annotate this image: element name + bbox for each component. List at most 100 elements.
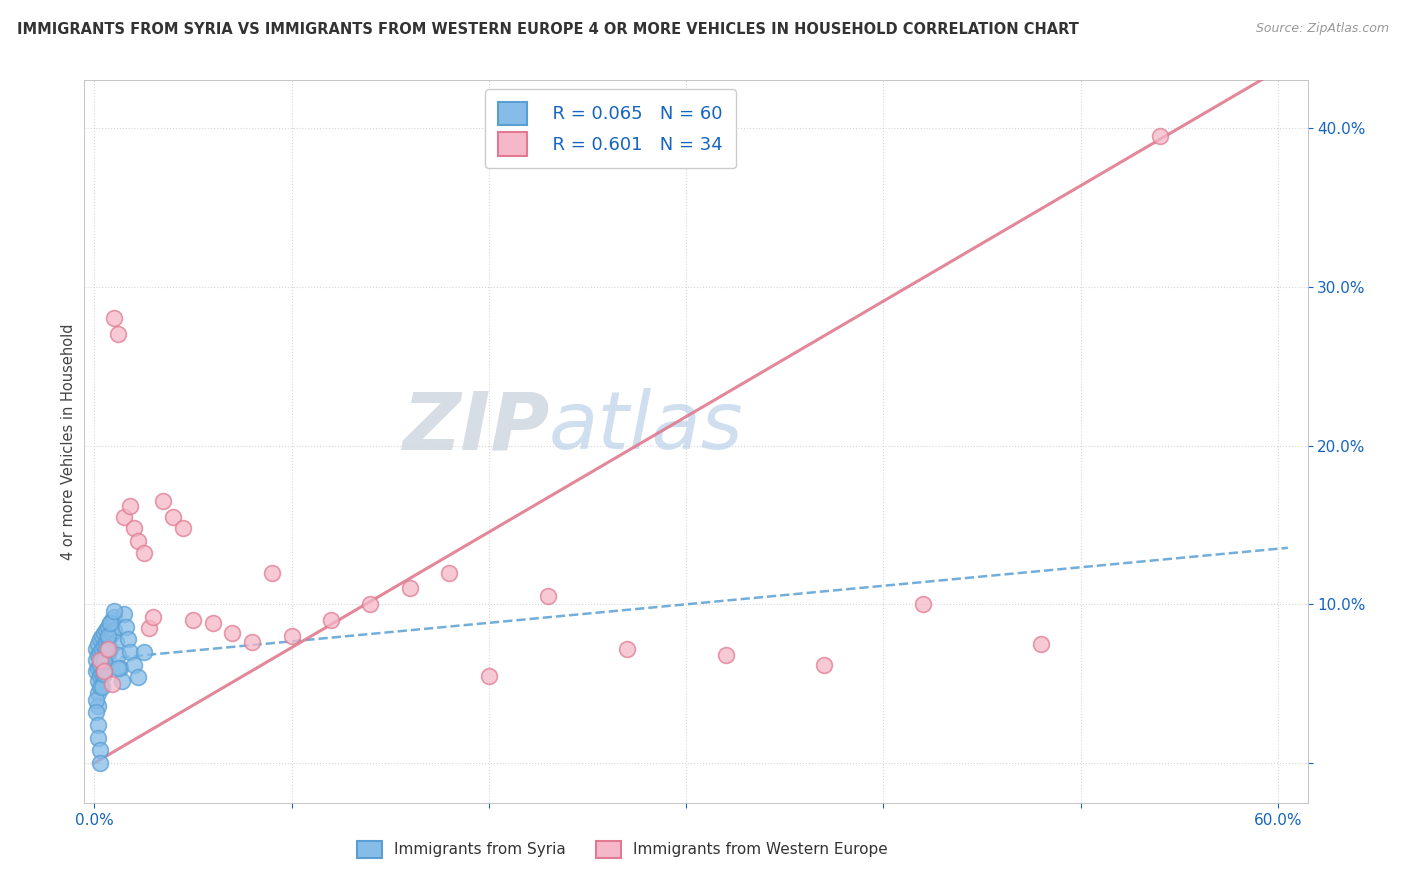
Point (114, 619, 136, 633)
Point (101, 613, 124, 627)
Point (84, 692, 107, 706)
Point (101, 676, 124, 690)
Point (439, 566, 461, 580)
Point (87, 718, 110, 732)
Point (132, 645, 155, 659)
Point (111, 673, 134, 688)
Point (93, 664, 115, 678)
Point (127, 670, 149, 684)
Point (89, 669, 111, 683)
Point (103, 604, 125, 618)
Point (89, 680, 111, 694)
Point (162, 510, 184, 524)
Point (101, 626, 124, 640)
Point (91, 667, 114, 681)
Point (89, 645, 111, 659)
Text: Source: ZipAtlas.com: Source: ZipAtlas.com (1256, 22, 1389, 36)
Point (142, 610, 165, 624)
Point (152, 494, 174, 508)
Point (103, 623, 125, 637)
Point (87, 686, 110, 700)
Point (94, 641, 117, 656)
Point (359, 597, 381, 611)
Point (714, 648, 737, 662)
Point (280, 629, 302, 643)
Point (319, 613, 342, 627)
Point (89, 743, 111, 757)
Point (98, 616, 121, 631)
Point (97, 619, 120, 633)
Point (89, 632, 111, 647)
Y-axis label: 4 or more Vehicles in Household: 4 or more Vehicles in Household (60, 323, 76, 560)
Point (98, 616, 121, 631)
Point (107, 661, 129, 675)
Point (97, 629, 120, 643)
Point (181, 613, 204, 627)
Point (616, 641, 638, 656)
Point (93, 664, 115, 678)
Legend: Immigrants from Syria, Immigrants from Western Europe: Immigrants from Syria, Immigrants from W… (352, 835, 894, 863)
Point (112, 510, 135, 524)
Point (97, 641, 120, 656)
Point (103, 610, 125, 624)
Point (108, 661, 131, 675)
Point (118, 645, 141, 659)
Point (87, 637, 110, 651)
Text: IMMIGRANTS FROM SYRIA VS IMMIGRANTS FROM WESTERN EUROPE 4 OR MORE VEHICLES IN HO: IMMIGRANTS FROM SYRIA VS IMMIGRANTS FROM… (17, 22, 1078, 37)
Point (537, 590, 560, 604)
Point (117, 632, 139, 647)
Point (93, 651, 115, 665)
Point (87, 698, 110, 713)
Point (201, 616, 224, 631)
Point (399, 582, 422, 596)
Point (87, 731, 110, 745)
Point (221, 626, 243, 640)
Point (103, 311, 125, 326)
Point (91, 655, 114, 669)
Point (1149, 128, 1171, 143)
Point (89, 756, 111, 770)
Point (87, 673, 110, 688)
Point (138, 621, 160, 635)
Point (118, 499, 141, 513)
Point (91, 680, 114, 694)
Point (84, 664, 107, 678)
Point (93, 667, 115, 681)
Point (478, 669, 501, 683)
Point (97, 632, 120, 647)
Point (94, 635, 117, 649)
Point (97, 645, 120, 659)
Point (87, 648, 110, 662)
Point (98, 629, 121, 643)
Point (172, 521, 194, 535)
Point (104, 635, 127, 649)
Point (98, 641, 121, 656)
Point (240, 635, 263, 649)
Point (94, 623, 117, 637)
Point (132, 547, 155, 561)
Point (112, 607, 135, 621)
Text: atlas: atlas (550, 388, 744, 467)
Point (260, 566, 283, 580)
Point (94, 648, 117, 662)
Point (122, 657, 145, 672)
Point (91, 641, 114, 656)
Point (1031, 637, 1053, 651)
Point (93, 639, 115, 653)
Point (87, 661, 110, 675)
Text: ZIP: ZIP (402, 388, 550, 467)
Point (107, 327, 129, 342)
Point (89, 653, 111, 667)
Point (89, 657, 111, 672)
Point (93, 626, 115, 640)
Point (122, 521, 145, 535)
Point (93, 655, 115, 669)
Point (84, 653, 107, 667)
Point (911, 597, 934, 611)
Point (127, 533, 149, 548)
Point (91, 629, 114, 643)
Point (813, 657, 835, 672)
Point (84, 641, 107, 656)
Point (84, 706, 107, 720)
Point (107, 648, 129, 662)
